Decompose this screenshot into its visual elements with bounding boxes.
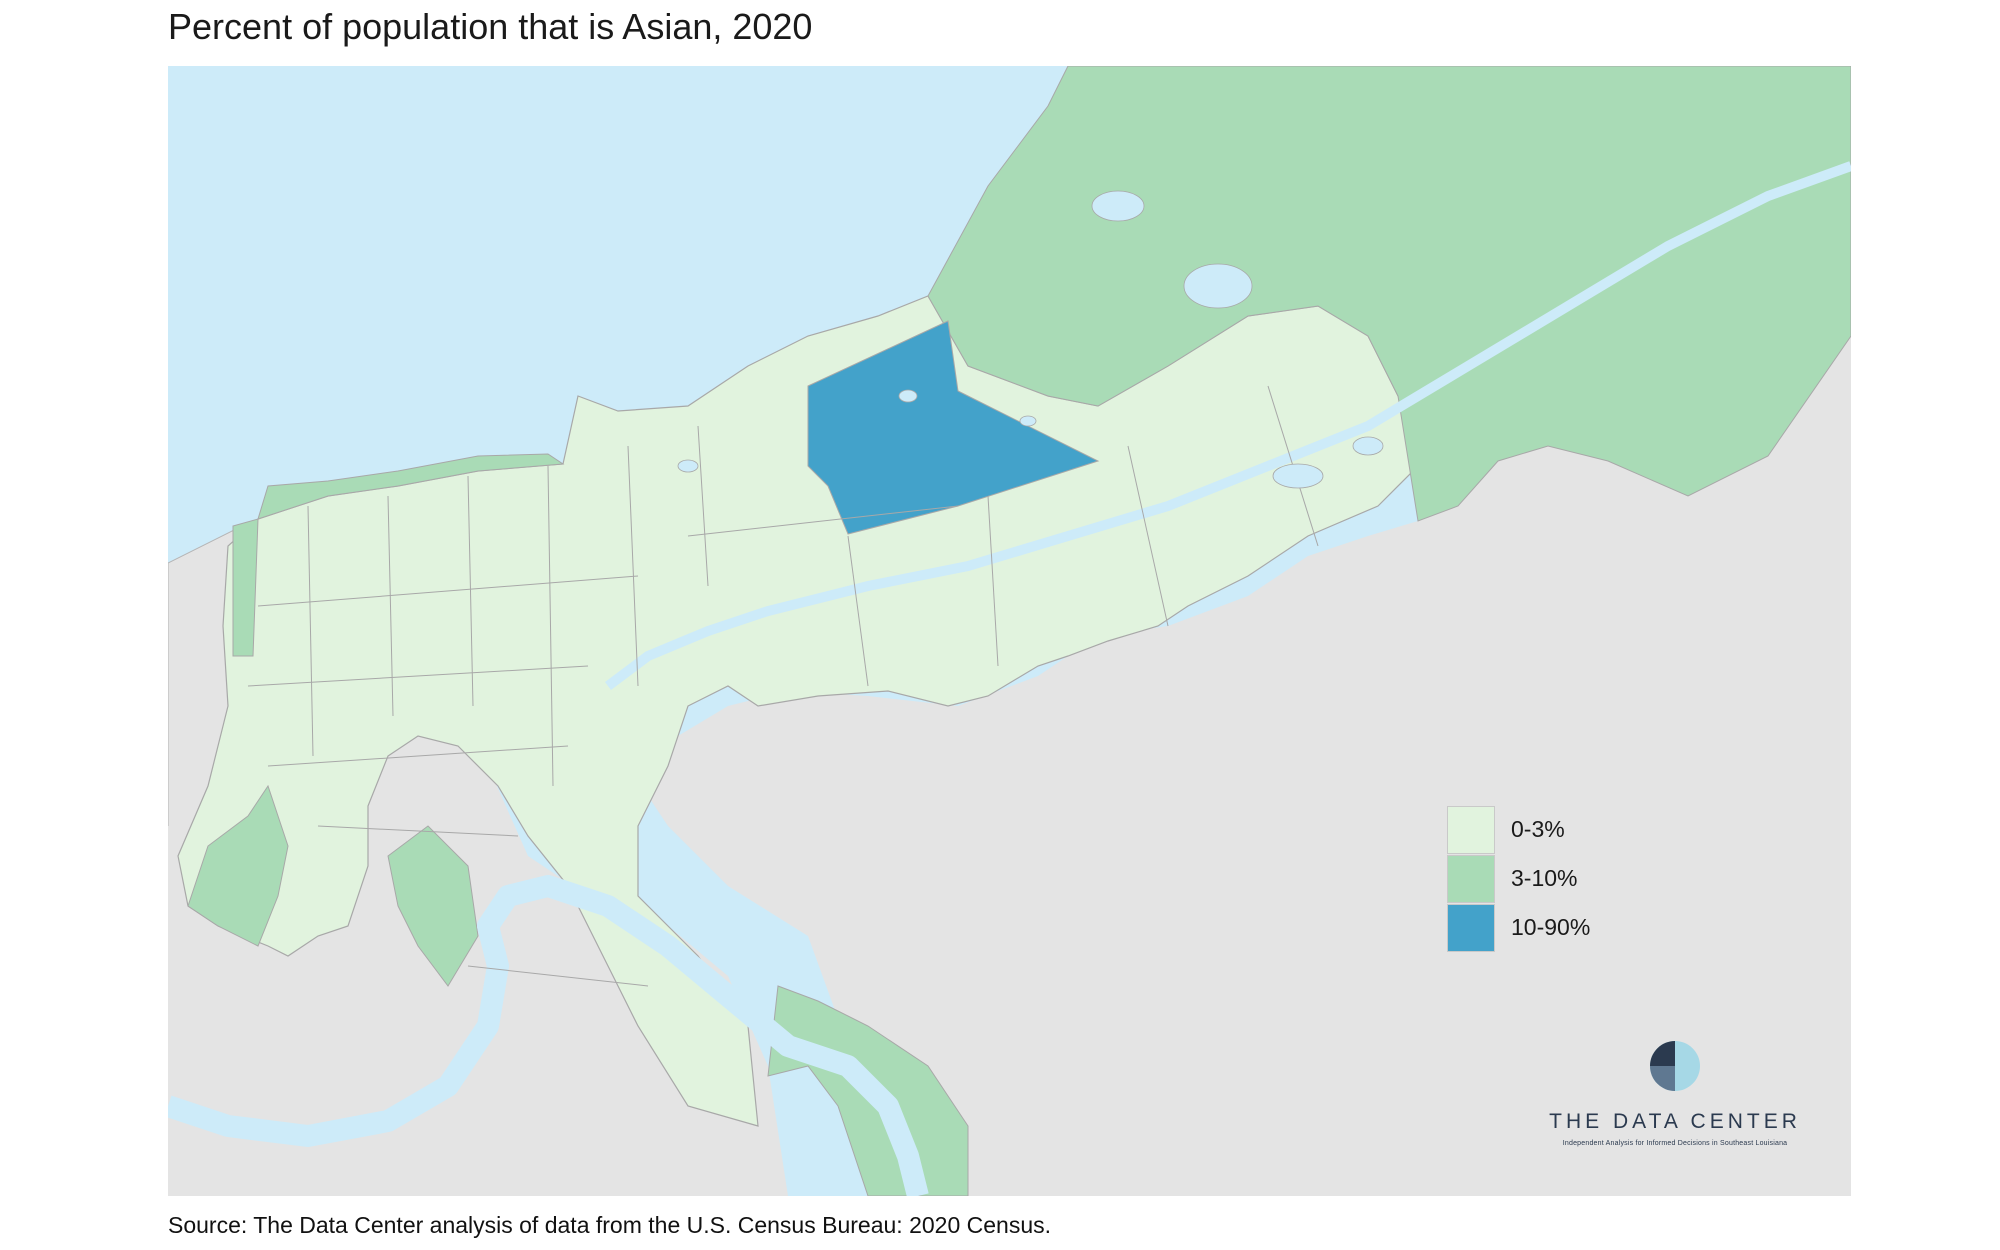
map-legend: 0-3% 3-10% 10-90% (1447, 805, 1590, 952)
legend-label-low: 0-3% (1511, 816, 1565, 842)
ponds (677, 190, 1384, 489)
logo-tagline: Independent Analysis for Informed Decisi… (1562, 1140, 1788, 1147)
industrial-canal (605, 161, 1851, 690)
map-title: Percent of population that is Asian, 202… (168, 6, 813, 47)
legend-item-mid: 3-10% (1447, 854, 1590, 903)
data-center-logo: THE DATA CENTER Independent Analysis for… (1545, 1040, 1805, 1150)
lakefront-mid (257, 453, 565, 520)
outside-land-east (628, 336, 1851, 1196)
legend-swatch-mid (1447, 854, 1495, 903)
pie-logo-icon (1650, 1041, 1700, 1091)
legend-swatch-high (1447, 903, 1495, 952)
midcity-mid (387, 825, 479, 987)
legend-item-low: 0-3% (1447, 805, 1590, 854)
west-strip-mid (232, 518, 259, 657)
orleans-low-region (177, 295, 1429, 1127)
east-marsh-mid (927, 66, 1851, 522)
legend-label-high: 10-90% (1511, 914, 1591, 940)
legend-item-high: 10-90% (1447, 903, 1590, 952)
uptown-mid (187, 784, 289, 947)
map-canvas[interactable] (168, 66, 1851, 1196)
legend-swatch-low (1447, 805, 1495, 854)
logo-name: THE DATA CENTER (1549, 1110, 1801, 1133)
legend-label-mid: 3-10% (1511, 865, 1578, 891)
choropleth-map (168, 66, 1851, 1196)
source-note: Source: The Data Center analysis of data… (168, 1212, 1051, 1238)
mississippi-river (168, 875, 929, 1196)
